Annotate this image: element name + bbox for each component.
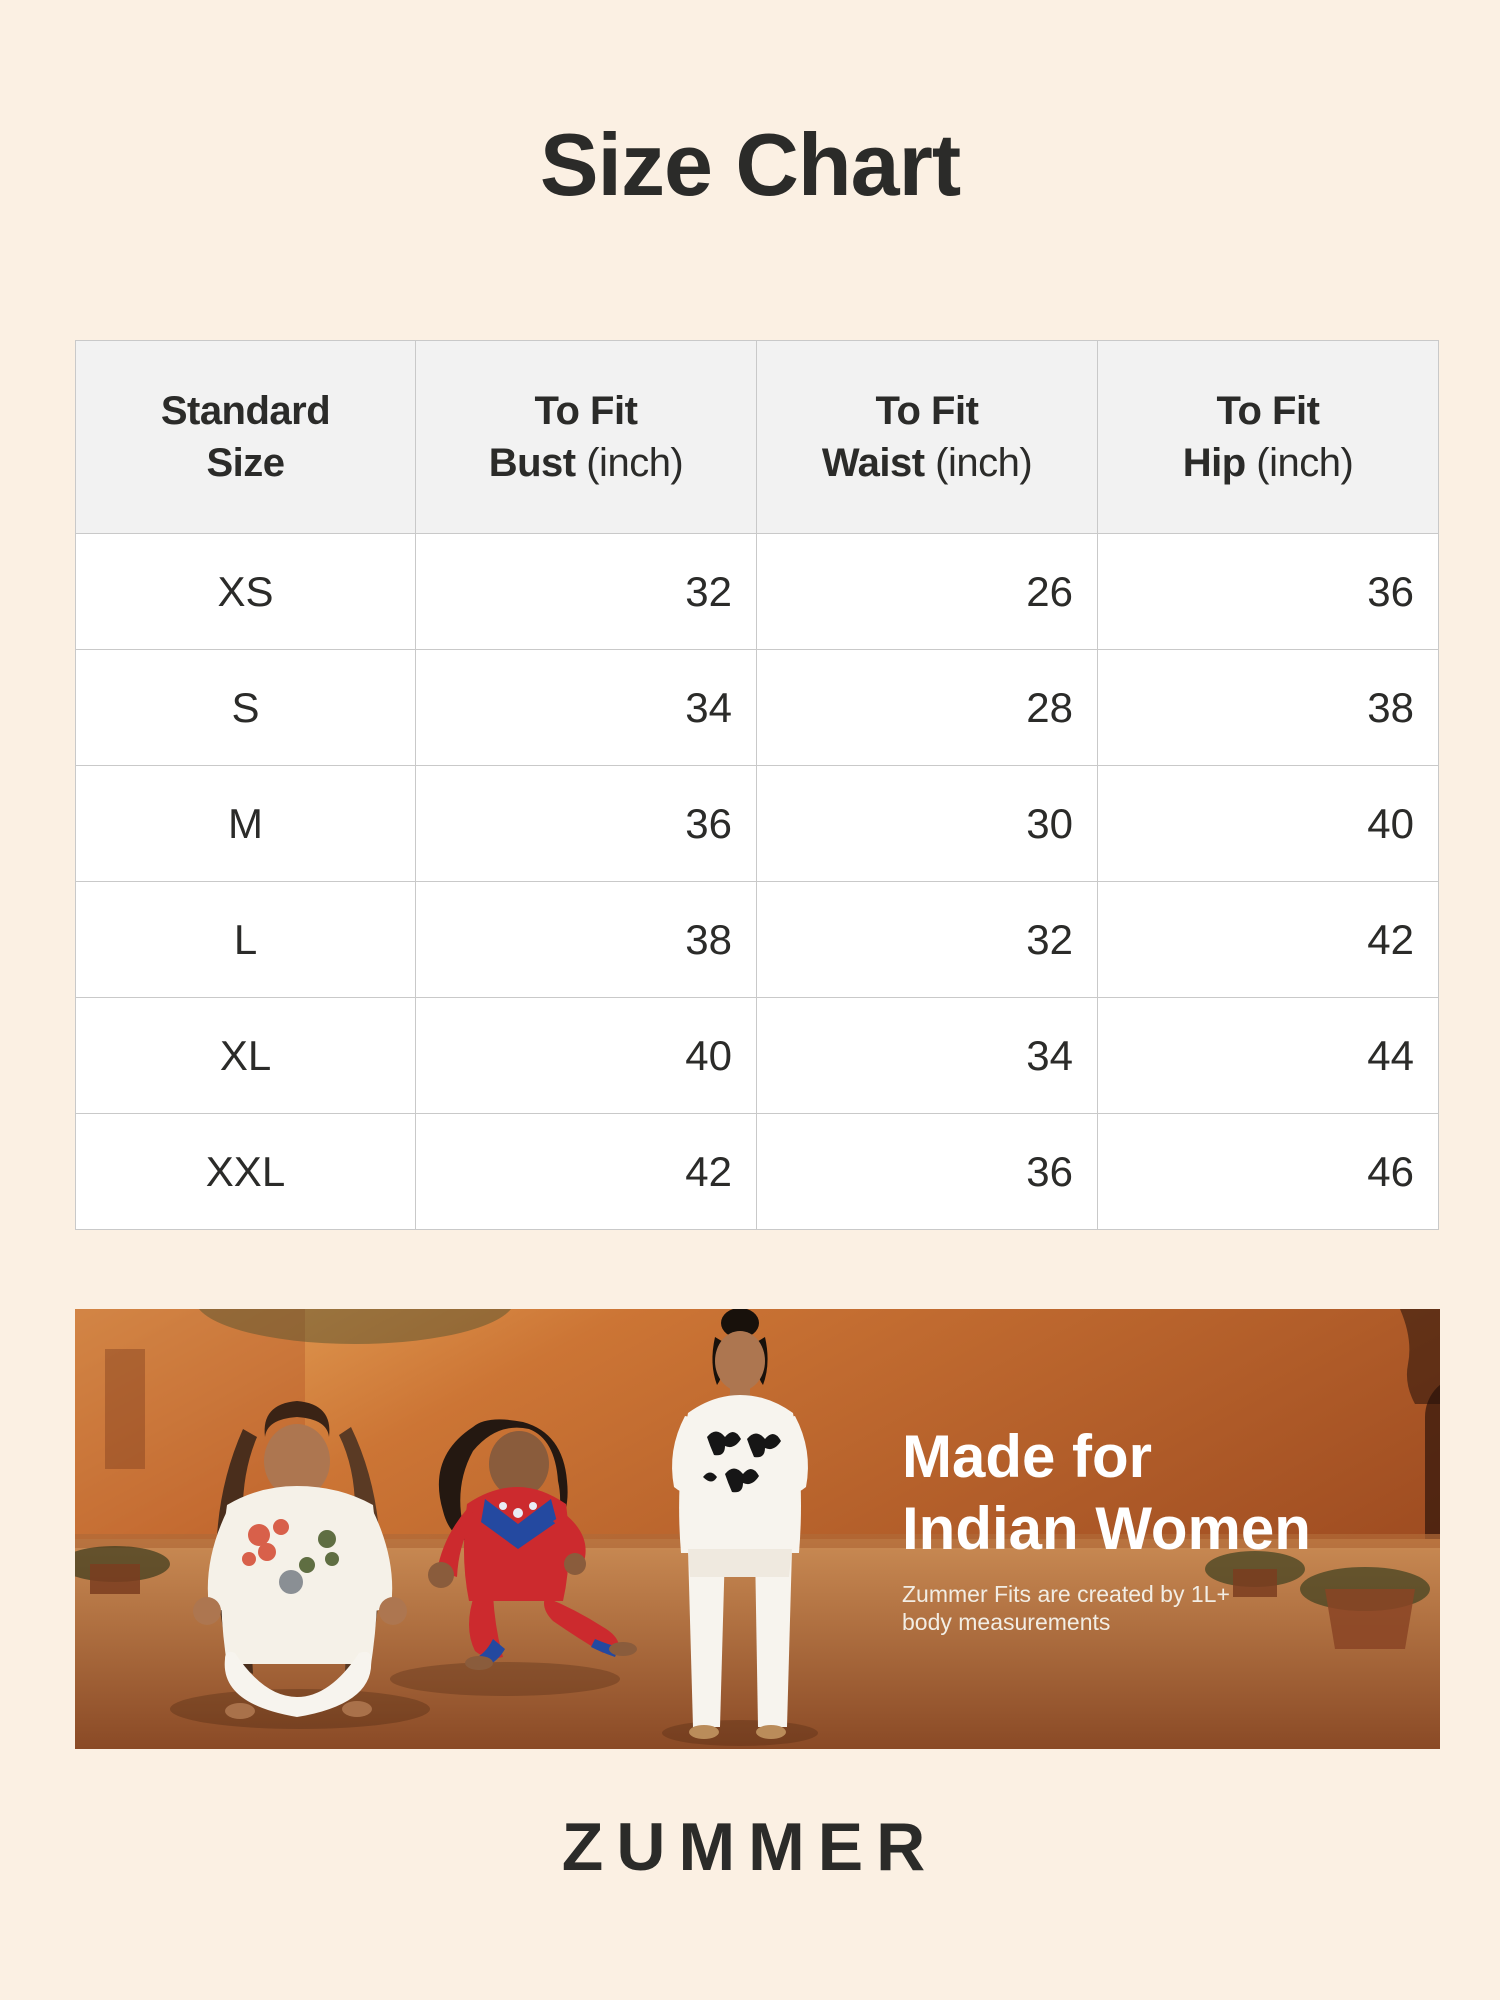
svg-text:Indian Women: Indian Women — [902, 1495, 1311, 1562]
svg-text:Zummer Fits are created by 1L+: Zummer Fits are created by 1L+ — [902, 1581, 1230, 1607]
svg-text:body measurements: body measurements — [902, 1609, 1110, 1635]
svg-text:Made for: Made for — [902, 1423, 1152, 1490]
